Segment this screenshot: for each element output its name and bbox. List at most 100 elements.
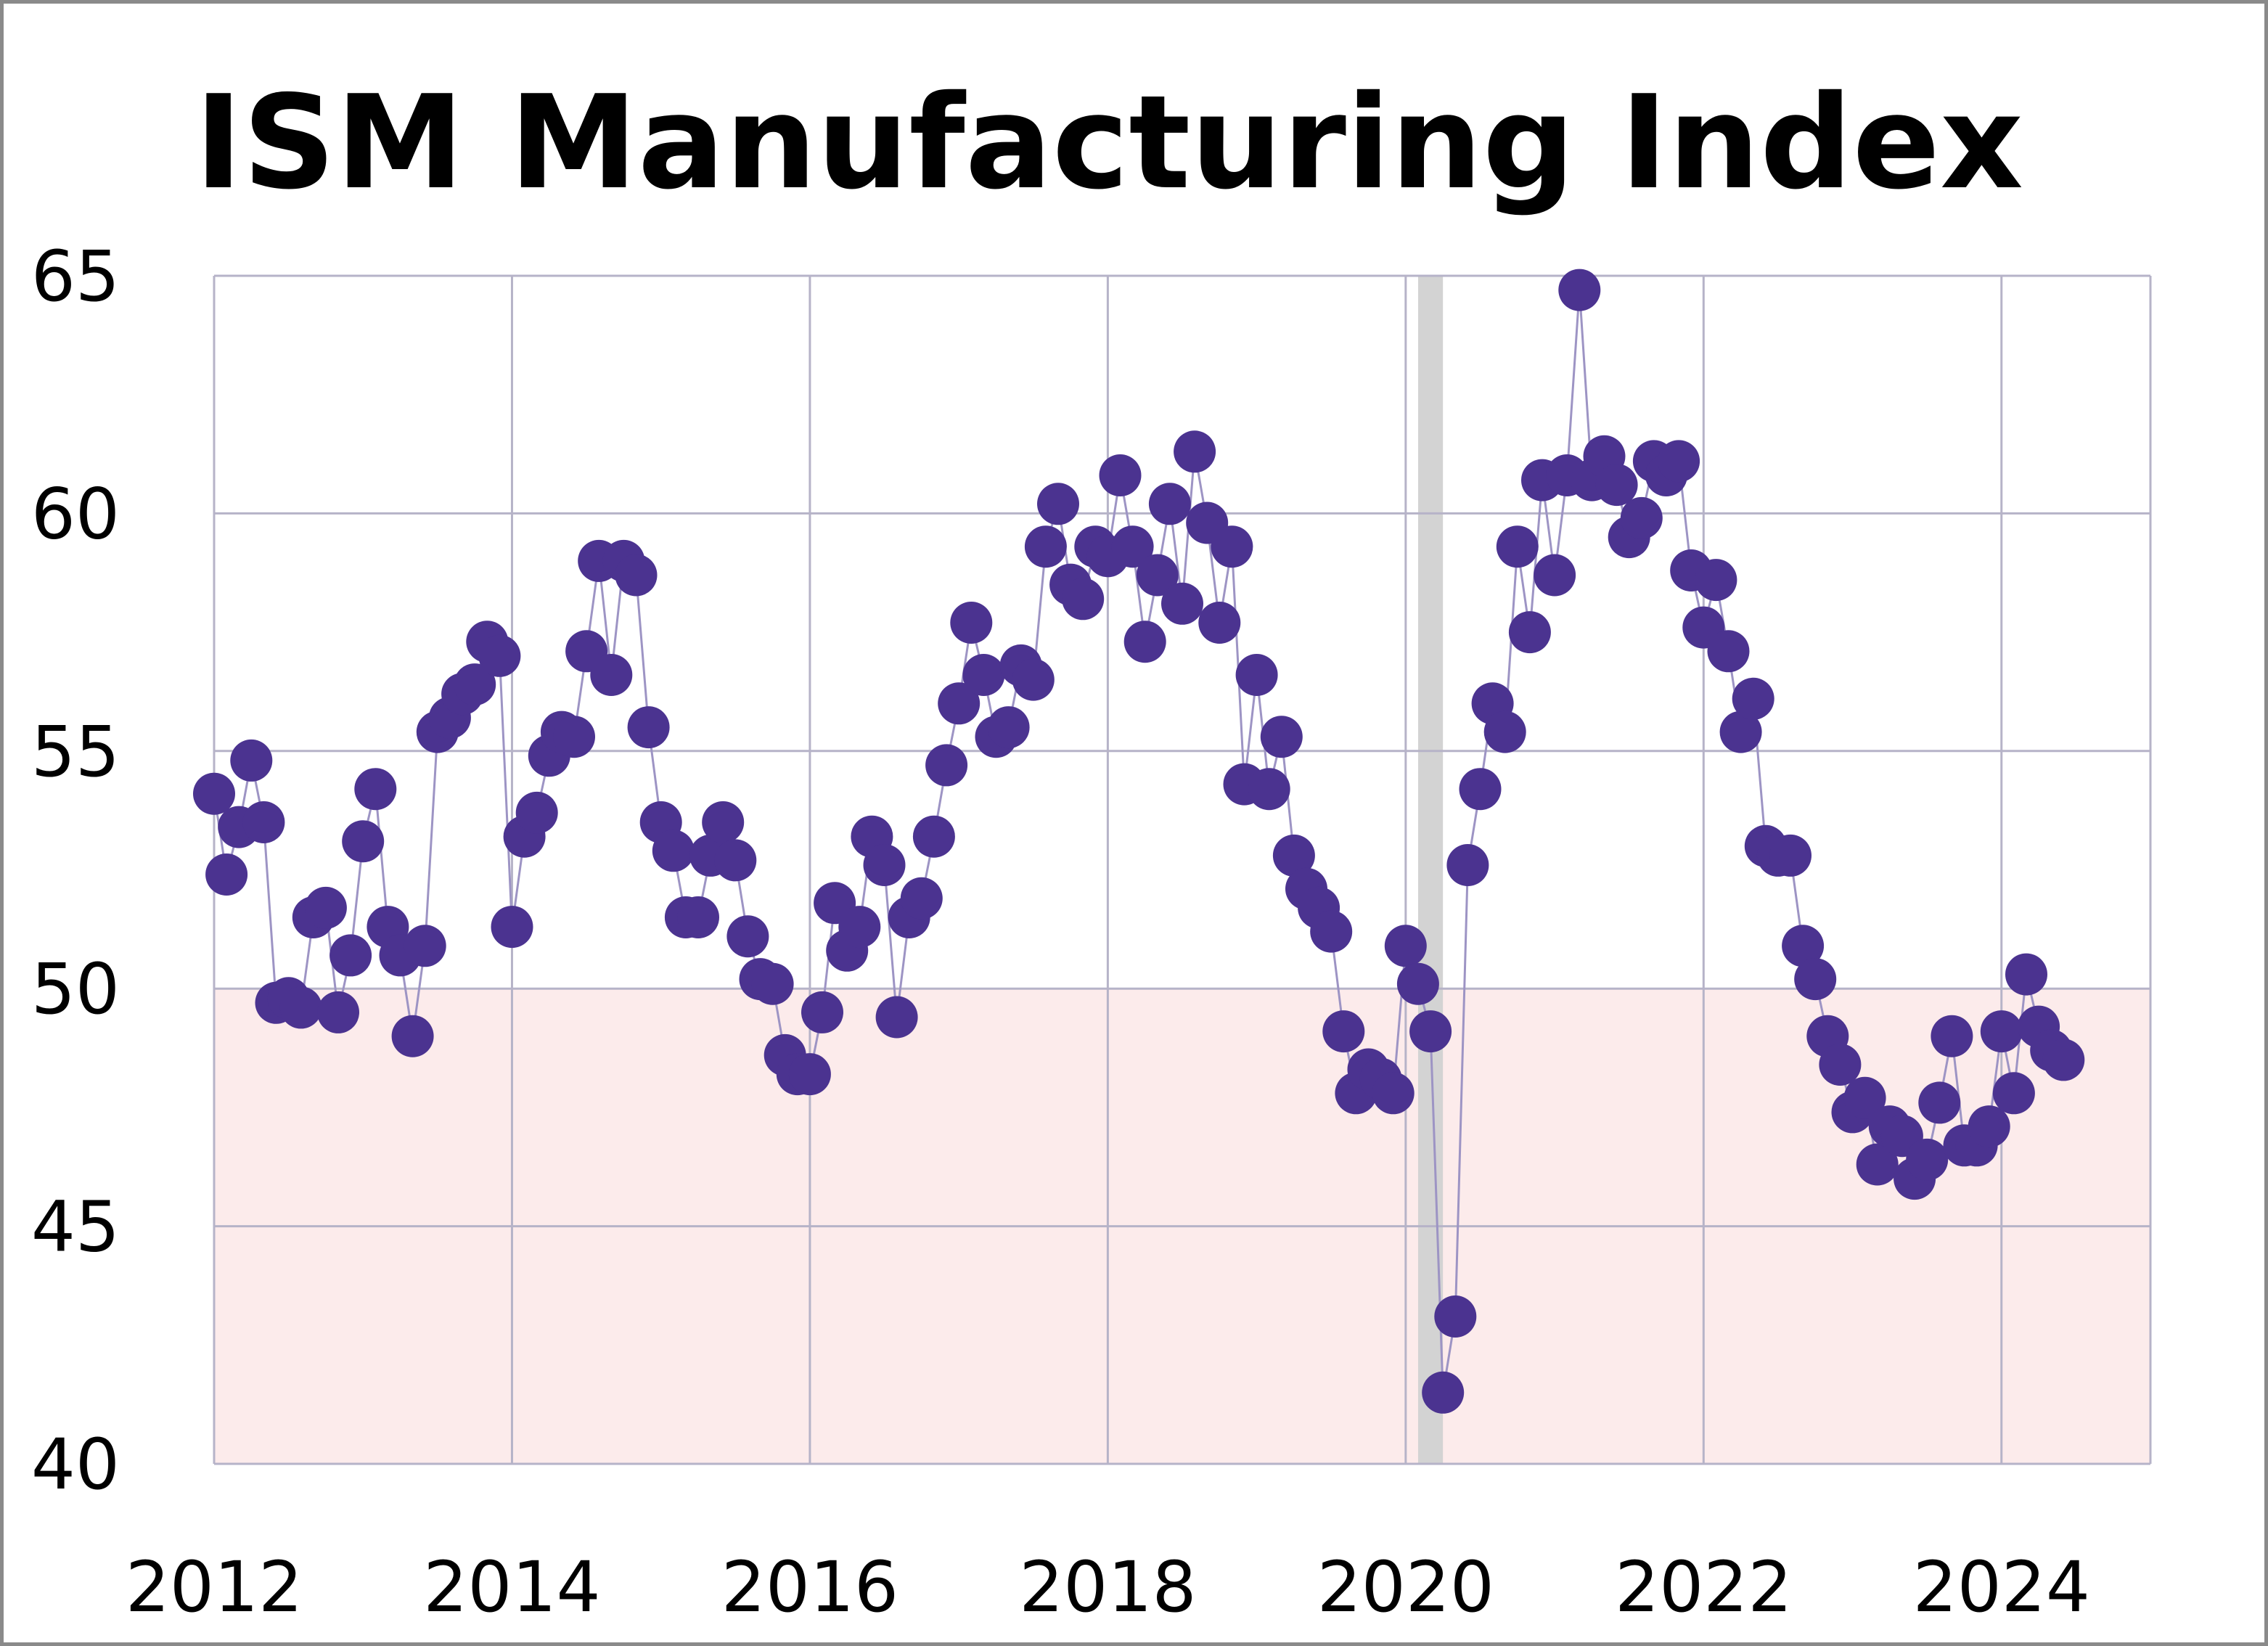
data-point	[2042, 1039, 2085, 1081]
data-point	[1918, 1081, 1961, 1124]
data-point	[1111, 525, 1154, 568]
data-point	[1992, 1072, 2035, 1115]
data-point	[714, 839, 757, 882]
data-point	[1384, 925, 1427, 967]
data-point	[515, 791, 558, 834]
data-point	[279, 986, 322, 1029]
data-point	[354, 768, 397, 811]
data-point	[875, 996, 918, 1039]
data-point	[1496, 525, 1539, 568]
data-point	[391, 1015, 434, 1057]
chart-title: ISM Manufacturing Index	[195, 67, 2023, 218]
data-point	[1148, 483, 1191, 525]
data-point	[478, 634, 521, 677]
data-point	[1372, 1072, 1415, 1115]
data-point	[1794, 958, 1837, 1001]
x-tick-label: 2020	[1317, 1547, 1494, 1628]
data-point	[962, 654, 1005, 696]
data-point	[987, 706, 1030, 749]
data-point	[1595, 464, 1638, 507]
data-point	[1136, 554, 1179, 597]
data-point	[1719, 711, 1762, 753]
y-tick-label: 45	[31, 1187, 120, 1268]
data-point	[950, 602, 993, 644]
data-point	[1260, 716, 1303, 758]
data-point	[726, 915, 769, 958]
x-tick-label: 2014	[423, 1547, 600, 1628]
data-point	[677, 896, 719, 938]
y-tick-label: 65	[31, 236, 120, 317]
data-point	[1062, 578, 1105, 621]
y-tick-label: 55	[31, 711, 120, 793]
data-point	[329, 934, 372, 977]
data-point	[1707, 630, 1750, 673]
data-point	[1099, 454, 1142, 496]
data-point	[912, 815, 955, 858]
data-point	[1161, 582, 1203, 625]
x-tick-label: 2016	[721, 1547, 898, 1628]
x-tick-label: 2018	[1019, 1547, 1196, 1628]
y-tick-label: 40	[31, 1424, 120, 1505]
data-point	[342, 820, 385, 863]
data-point	[1211, 525, 1253, 568]
data-point	[751, 962, 794, 1005]
data-point	[1446, 844, 1489, 886]
y-tick-label: 60	[31, 473, 120, 554]
data-point	[1024, 525, 1067, 568]
data-point	[1508, 611, 1551, 654]
data-point	[863, 844, 906, 886]
data-point	[627, 706, 670, 749]
data-point	[1843, 1076, 1886, 1119]
data-point	[1819, 1044, 1862, 1086]
data-point	[1906, 1138, 1949, 1181]
data-point	[788, 1053, 831, 1096]
data-point	[590, 654, 633, 696]
data-point	[1769, 834, 1811, 877]
data-point	[702, 801, 745, 843]
data-point	[615, 554, 658, 597]
data-point	[1459, 768, 1502, 811]
data-point	[1620, 496, 1663, 539]
data-point	[317, 991, 359, 1033]
data-point	[1422, 1371, 1465, 1414]
data-point	[1012, 658, 1055, 701]
data-point	[304, 886, 347, 929]
data-point	[205, 853, 248, 896]
data-point	[1968, 1105, 2010, 1148]
data-point	[938, 682, 981, 725]
data-point	[1534, 554, 1576, 597]
data-point	[1198, 602, 1241, 644]
data-point	[838, 906, 881, 949]
data-point	[404, 925, 446, 967]
data-point	[242, 801, 285, 843]
data-point	[1037, 483, 1079, 525]
data-point	[1782, 925, 1825, 967]
data-point	[1856, 1143, 1899, 1186]
data-point	[801, 991, 843, 1033]
data-point	[230, 739, 273, 782]
data-point	[1732, 677, 1774, 720]
data-point	[553, 716, 595, 758]
data-point	[1396, 962, 1439, 1005]
x-tick-label: 2012	[126, 1547, 303, 1628]
data-point	[1558, 269, 1601, 311]
data-point	[1248, 768, 1290, 811]
data-point	[1123, 621, 1166, 663]
data-point	[1483, 711, 1526, 753]
data-point	[1272, 834, 1315, 877]
data-point	[2005, 953, 2047, 996]
data-point	[491, 906, 533, 949]
data-point	[1322, 1010, 1365, 1053]
data-point	[925, 744, 968, 787]
data-point	[1658, 440, 1700, 483]
data-point	[652, 830, 695, 872]
data-point	[1434, 1295, 1477, 1338]
x-tick-label: 2022	[1615, 1547, 1792, 1628]
data-point	[193, 772, 235, 815]
x-tick-label: 2024	[1913, 1547, 2090, 1628]
data-point	[454, 663, 496, 706]
data-point	[1409, 1010, 1452, 1053]
data-point	[1310, 910, 1353, 953]
data-point	[900, 877, 943, 920]
